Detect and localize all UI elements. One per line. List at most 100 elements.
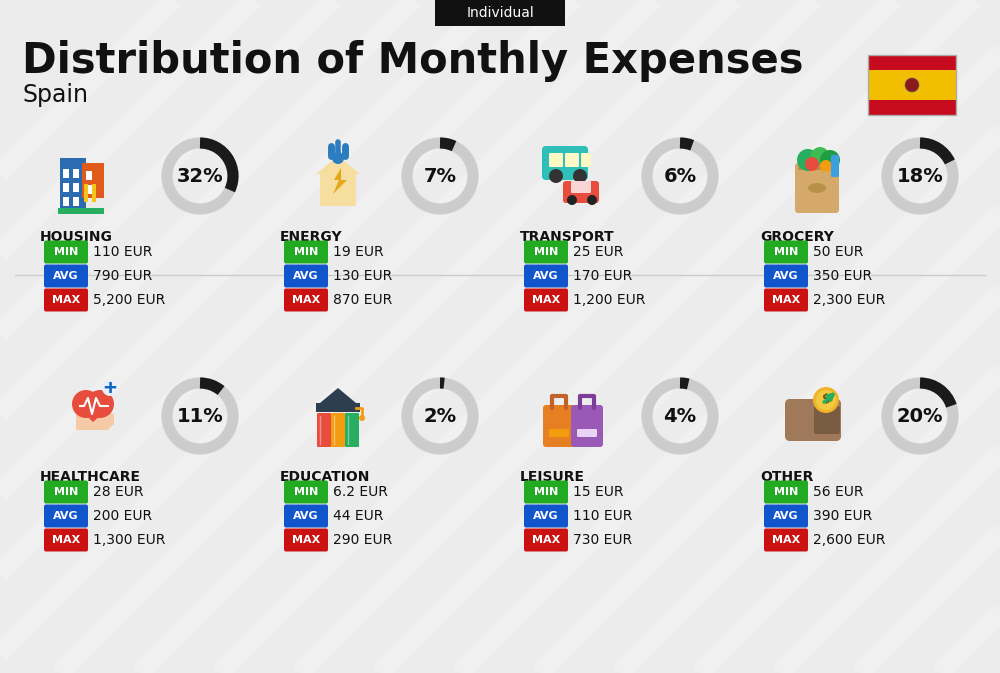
Text: MIN: MIN [54,247,78,257]
FancyBboxPatch shape [44,264,88,287]
FancyBboxPatch shape [73,197,79,206]
Text: GROCERY: GROCERY [760,230,834,244]
FancyBboxPatch shape [84,184,88,202]
FancyBboxPatch shape [284,505,328,528]
Text: 28 EUR: 28 EUR [93,485,144,499]
Text: 2%: 2% [423,406,457,425]
Text: 7%: 7% [424,166,456,186]
Circle shape [820,150,840,170]
Text: 15 EUR: 15 EUR [573,485,624,499]
Circle shape [811,147,829,165]
Polygon shape [316,156,360,174]
Text: MIN: MIN [534,487,558,497]
FancyBboxPatch shape [345,413,359,447]
Text: Spain: Spain [22,83,88,107]
FancyBboxPatch shape [795,163,839,213]
Text: MIN: MIN [534,247,558,257]
Polygon shape [320,388,356,403]
FancyBboxPatch shape [868,70,956,100]
Text: AVG: AVG [293,271,319,281]
FancyBboxPatch shape [58,208,104,214]
FancyBboxPatch shape [868,100,956,115]
Text: +: + [103,379,118,397]
FancyBboxPatch shape [524,240,568,264]
Text: 290 EUR: 290 EUR [333,533,392,547]
Circle shape [573,169,587,183]
FancyBboxPatch shape [549,429,569,437]
FancyBboxPatch shape [82,163,104,198]
Text: 130 EUR: 130 EUR [333,269,392,283]
Text: MIN: MIN [294,247,318,257]
FancyBboxPatch shape [565,153,579,167]
Text: 350 EUR: 350 EUR [813,269,872,283]
Text: MIN: MIN [54,487,78,497]
Text: OTHER: OTHER [760,470,813,484]
FancyBboxPatch shape [524,528,568,551]
Text: 790 EUR: 790 EUR [93,269,152,283]
Text: 1,200 EUR: 1,200 EUR [573,293,645,307]
Text: Distribution of Monthly Expenses: Distribution of Monthly Expenses [22,40,804,82]
Circle shape [905,78,919,92]
FancyBboxPatch shape [284,481,328,503]
Text: AVG: AVG [773,271,799,281]
Circle shape [816,390,836,410]
FancyBboxPatch shape [764,528,808,551]
Text: 18%: 18% [897,166,943,186]
Text: ENERGY: ENERGY [280,230,343,244]
Text: 32%: 32% [177,166,223,186]
Text: MAX: MAX [52,535,80,545]
FancyBboxPatch shape [63,169,69,178]
Circle shape [102,380,118,396]
Polygon shape [74,404,114,422]
FancyBboxPatch shape [764,264,808,287]
FancyBboxPatch shape [73,183,79,192]
Circle shape [813,387,839,413]
FancyBboxPatch shape [44,289,88,312]
FancyBboxPatch shape [571,181,591,193]
Circle shape [549,169,563,183]
FancyBboxPatch shape [524,264,568,287]
Text: AVG: AVG [293,511,319,521]
Circle shape [567,195,577,205]
FancyBboxPatch shape [92,184,96,202]
Text: MIN: MIN [294,487,318,497]
Circle shape [820,160,832,172]
Text: 110 EUR: 110 EUR [93,245,152,259]
Text: 50 EUR: 50 EUR [813,245,863,259]
FancyBboxPatch shape [764,481,808,503]
FancyBboxPatch shape [524,505,568,528]
FancyBboxPatch shape [331,413,345,447]
Polygon shape [333,168,347,194]
Text: HEALTHCARE: HEALTHCARE [40,470,141,484]
Text: HOUSING: HOUSING [40,230,113,244]
Text: MAX: MAX [292,295,320,305]
Circle shape [805,157,819,171]
FancyBboxPatch shape [44,528,88,551]
Text: 870 EUR: 870 EUR [333,293,392,307]
Polygon shape [76,412,114,430]
FancyBboxPatch shape [316,403,360,412]
FancyBboxPatch shape [73,169,79,178]
Text: 2,300 EUR: 2,300 EUR [813,293,885,307]
Text: MIN: MIN [774,487,798,497]
FancyBboxPatch shape [542,146,588,180]
FancyBboxPatch shape [571,405,603,447]
Text: MAX: MAX [532,535,560,545]
FancyBboxPatch shape [86,185,92,194]
Text: TRANSPORT: TRANSPORT [520,230,615,244]
Text: 200 EUR: 200 EUR [93,509,152,523]
FancyBboxPatch shape [764,289,808,312]
Text: 2,600 EUR: 2,600 EUR [813,533,885,547]
Text: 44 EUR: 44 EUR [333,509,383,523]
Text: EDUCATION: EDUCATION [280,470,370,484]
Text: LEISURE: LEISURE [520,470,585,484]
FancyBboxPatch shape [60,158,86,210]
Text: Individual: Individual [466,6,534,20]
Text: MAX: MAX [52,295,80,305]
Text: 1,300 EUR: 1,300 EUR [93,533,165,547]
FancyBboxPatch shape [563,181,599,203]
FancyBboxPatch shape [764,505,808,528]
Circle shape [587,195,597,205]
Text: 390 EUR: 390 EUR [813,509,872,523]
Text: 19 EUR: 19 EUR [333,245,384,259]
